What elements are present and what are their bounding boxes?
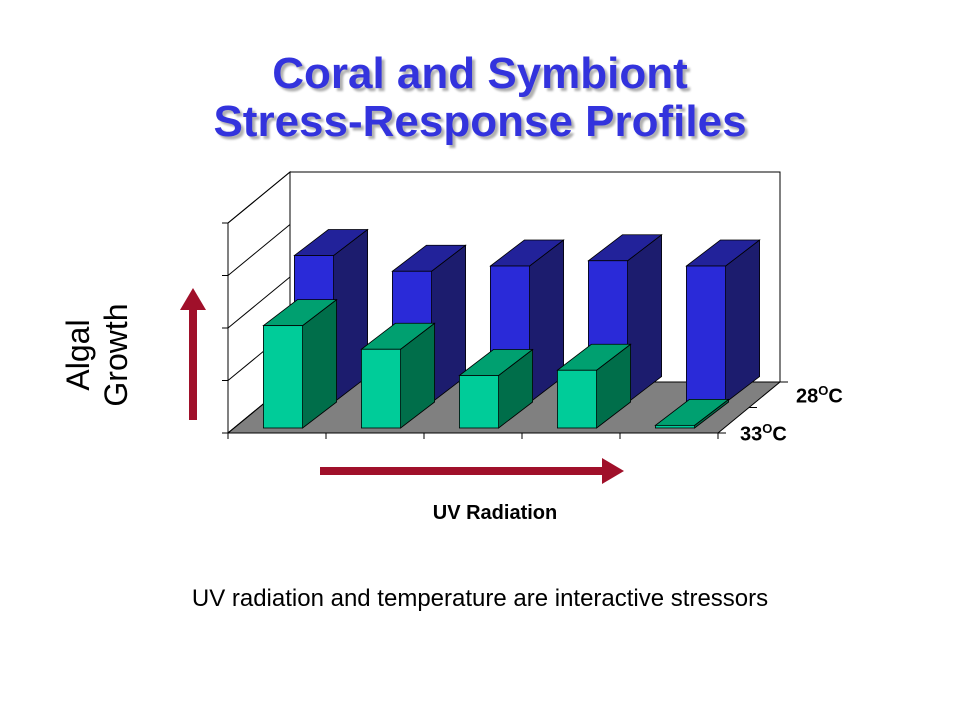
y-gridline-diagonal bbox=[227, 171, 291, 224]
series-label-33c: 33OC bbox=[740, 421, 787, 447]
series-label-28c-value: 28 bbox=[796, 385, 819, 408]
x-axis-arrow-head bbox=[602, 458, 624, 484]
y-axis-arrow-head bbox=[180, 288, 206, 310]
slide-title: Coral and Symbiont Stress-Response Profi… bbox=[0, 50, 960, 146]
bar-33c-2 bbox=[360, 322, 436, 429]
x-axis-label: UV Radiation bbox=[432, 502, 558, 524]
y-axis-label-line-2: Growth bbox=[98, 303, 134, 407]
title-line-1: Coral and Symbiont bbox=[272, 49, 688, 98]
y-gridline-diagonal bbox=[227, 224, 291, 276]
y-axis-label-line-1: Algal bbox=[60, 319, 96, 391]
series-label-33c-degree: O bbox=[762, 421, 773, 436]
y-axis-label: Algal Growth bbox=[60, 300, 170, 410]
series-label-28c-unit: C bbox=[828, 385, 843, 408]
series-label-28c-degree: O bbox=[818, 383, 829, 398]
y-gridline-diagonal bbox=[227, 276, 291, 329]
series-label-33c-unit: C bbox=[772, 423, 787, 446]
series-label-28c: 28OC bbox=[796, 383, 843, 409]
series-label-33c-value: 33 bbox=[740, 423, 763, 446]
title-line-2: Stress-Response Profiles bbox=[213, 97, 747, 146]
bar-33c-1 bbox=[262, 298, 338, 429]
slide-caption: UV radiation and temperature are interac… bbox=[191, 585, 769, 612]
bar-33c-3 bbox=[458, 348, 534, 429]
bar-33c-4 bbox=[556, 343, 632, 429]
bar-28c-5 bbox=[685, 239, 761, 404]
bar-33c-5 bbox=[654, 398, 730, 429]
